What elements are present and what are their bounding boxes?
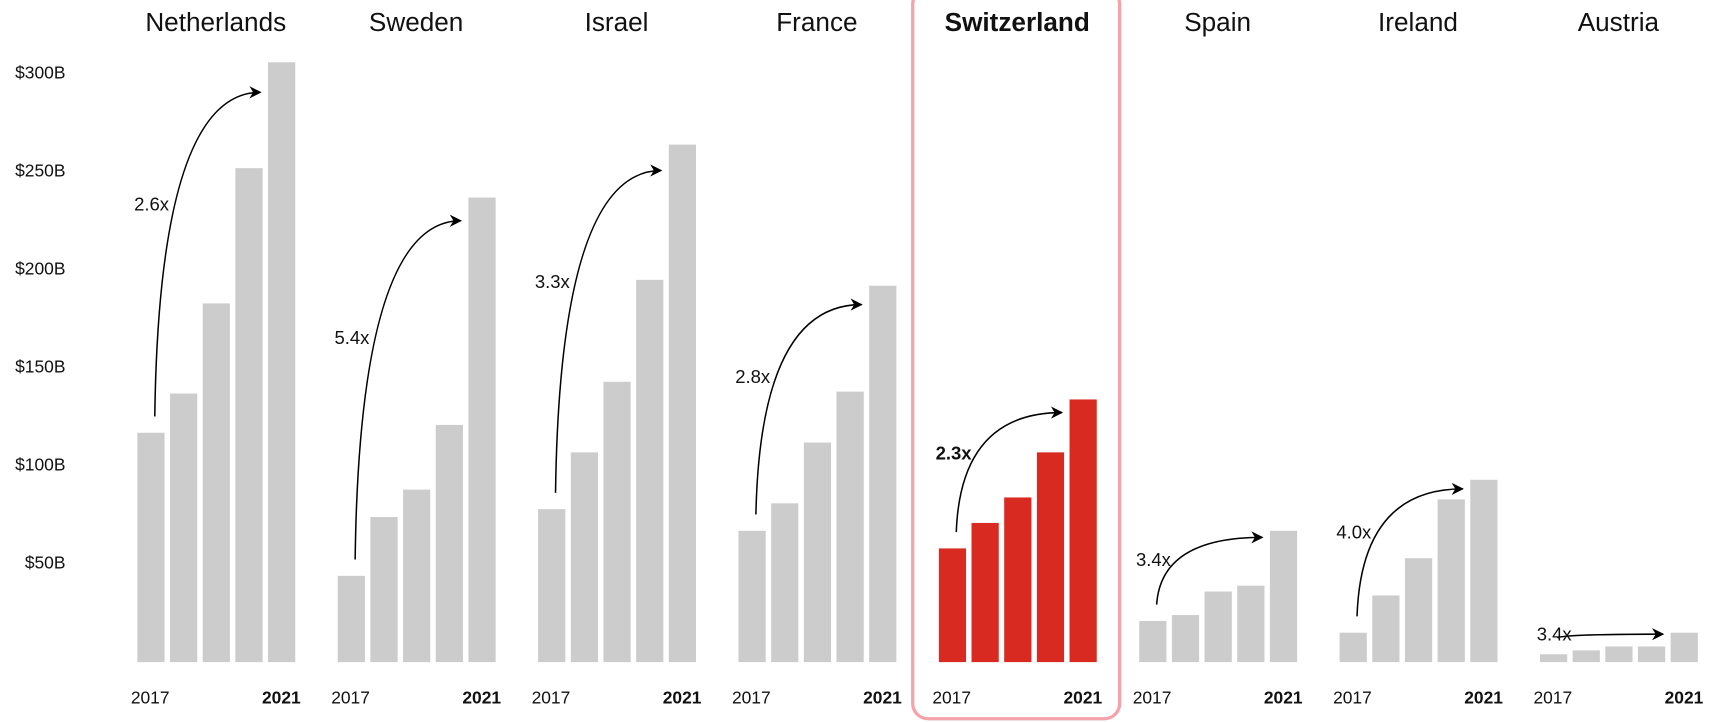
growth-arrow [955,406,1064,533]
bar [869,285,897,663]
growth-arrow [354,214,463,560]
panel-title: Sweden [369,7,463,37]
bar [1670,632,1698,663]
growth-label: 2.6x [134,194,170,215]
y-tick-label: $100B [15,455,65,475]
y-tick-label: $200B [15,259,65,279]
x-tick-label: 2021 [1063,688,1102,708]
growth-label: 3.4x [1537,623,1573,644]
highlight-box [911,0,1122,721]
bar [1139,620,1167,663]
bar [1237,585,1265,663]
bar [1004,497,1032,663]
bar [1470,479,1498,663]
panel-title: Israel [585,7,649,37]
x-tick-label: 2017 [1533,688,1572,708]
bar [636,279,664,663]
panel-title: Austria [1578,7,1660,37]
growth-arrow [755,298,863,515]
bar [1339,632,1367,663]
bar [1069,399,1097,663]
bar [738,530,766,663]
bar [1204,591,1232,663]
bar [235,168,263,663]
bar [971,522,999,663]
growth-label: 2.8x [735,366,771,387]
bar [570,452,598,663]
x-tick-label: 2017 [932,688,971,708]
bar [1572,650,1600,663]
bar [1637,646,1666,663]
y-tick-label: $250B [15,161,65,181]
x-tick-label: 2021 [462,688,501,708]
y-tick-label: $300B [15,63,65,83]
bar [468,197,496,663]
x-tick-label: 2021 [863,688,902,708]
x-tick-label: 2017 [131,688,170,708]
bar [668,144,697,663]
panel-title: Netherlands [145,7,286,37]
y-tick-label: $50B [25,553,66,573]
y-tick-label: $150B [15,357,65,377]
panel-title: Ireland [1378,7,1458,37]
x-tick-label: 2021 [663,688,702,708]
x-tick-label: 2017 [732,688,771,708]
bar [202,303,230,663]
growth-label: 4.0x [1336,521,1372,542]
x-tick-label: 2017 [1333,688,1372,708]
bar [403,489,431,663]
x-tick-label: 2021 [262,688,301,708]
bar [803,442,832,663]
growth-label: 3.4x [1136,549,1172,570]
bar [938,548,967,663]
growth-label: 3.3x [535,271,571,292]
x-tick-label: 2021 [1665,688,1704,708]
growth-arrow [1556,628,1665,641]
growth-label: 5.4x [334,327,370,348]
bar [268,62,296,663]
bar [603,381,631,663]
x-tick-label: 2021 [1264,688,1303,708]
bar [1539,654,1568,663]
growth-arrow [1356,482,1464,617]
bar [337,575,365,663]
bar [1036,452,1065,663]
bar [435,424,463,663]
x-tick-label: 2017 [1133,688,1172,708]
x-tick-label: 2021 [1464,688,1503,708]
bar [137,432,165,663]
bar [170,393,198,663]
growth-arrow [1155,531,1264,605]
bar [836,391,864,663]
bar [1171,615,1200,663]
panel-title: Switzerland [945,7,1090,37]
bar [1269,530,1298,663]
x-tick-label: 2017 [532,688,571,708]
bar [771,503,799,663]
bar [538,509,566,663]
bar [370,517,398,663]
bar [1437,499,1465,663]
bar [1605,646,1633,663]
panel-title: Spain [1184,7,1251,37]
growth-label: 2.3x [936,442,973,463]
panel-title: France [776,7,857,37]
growth-arrow [154,86,262,417]
bar [1372,595,1400,663]
growth-arrow [554,164,663,493]
x-tick-label: 2017 [331,688,370,708]
bar [1404,558,1433,663]
